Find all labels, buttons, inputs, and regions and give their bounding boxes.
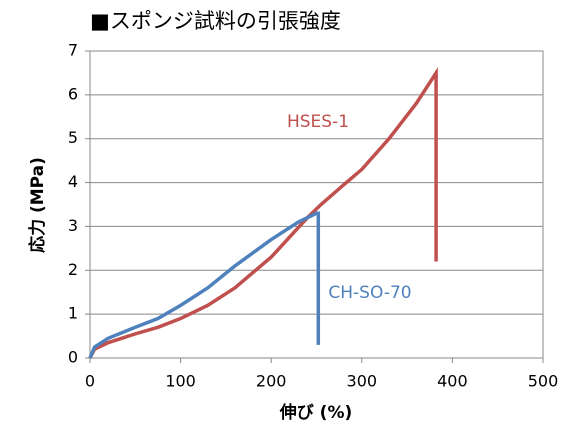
y-tick-label: 3 xyxy=(68,216,78,235)
series-label: CH-SO-70 xyxy=(328,283,411,303)
x-axis-label: 伸び (%) xyxy=(279,402,353,423)
x-tick-label: 100 xyxy=(165,372,196,391)
x-tick-label: 200 xyxy=(256,372,287,391)
y-tick-label: 7 xyxy=(68,41,78,60)
y-tick-label: 2 xyxy=(68,260,78,279)
series-line xyxy=(88,211,321,359)
x-tick-label: 400 xyxy=(437,372,468,391)
y-tick-label: 6 xyxy=(68,84,78,103)
y-tick-label: 0 xyxy=(68,348,78,367)
series-label: HSES-1 xyxy=(287,112,349,132)
series-line xyxy=(88,67,438,359)
y-tick-label: 5 xyxy=(68,128,78,147)
x-tick-label: 500 xyxy=(528,372,559,391)
plot-border xyxy=(89,50,544,359)
x-tick-label: 300 xyxy=(347,372,378,391)
y-axis-label: 応力 (MPa) xyxy=(27,157,48,253)
y-tick-label: 1 xyxy=(68,304,78,323)
chart-title: ■スポンジ試料の引張強度 xyxy=(90,9,341,33)
x-tick-label: 0 xyxy=(85,372,95,391)
y-tick-label: 4 xyxy=(68,172,78,191)
